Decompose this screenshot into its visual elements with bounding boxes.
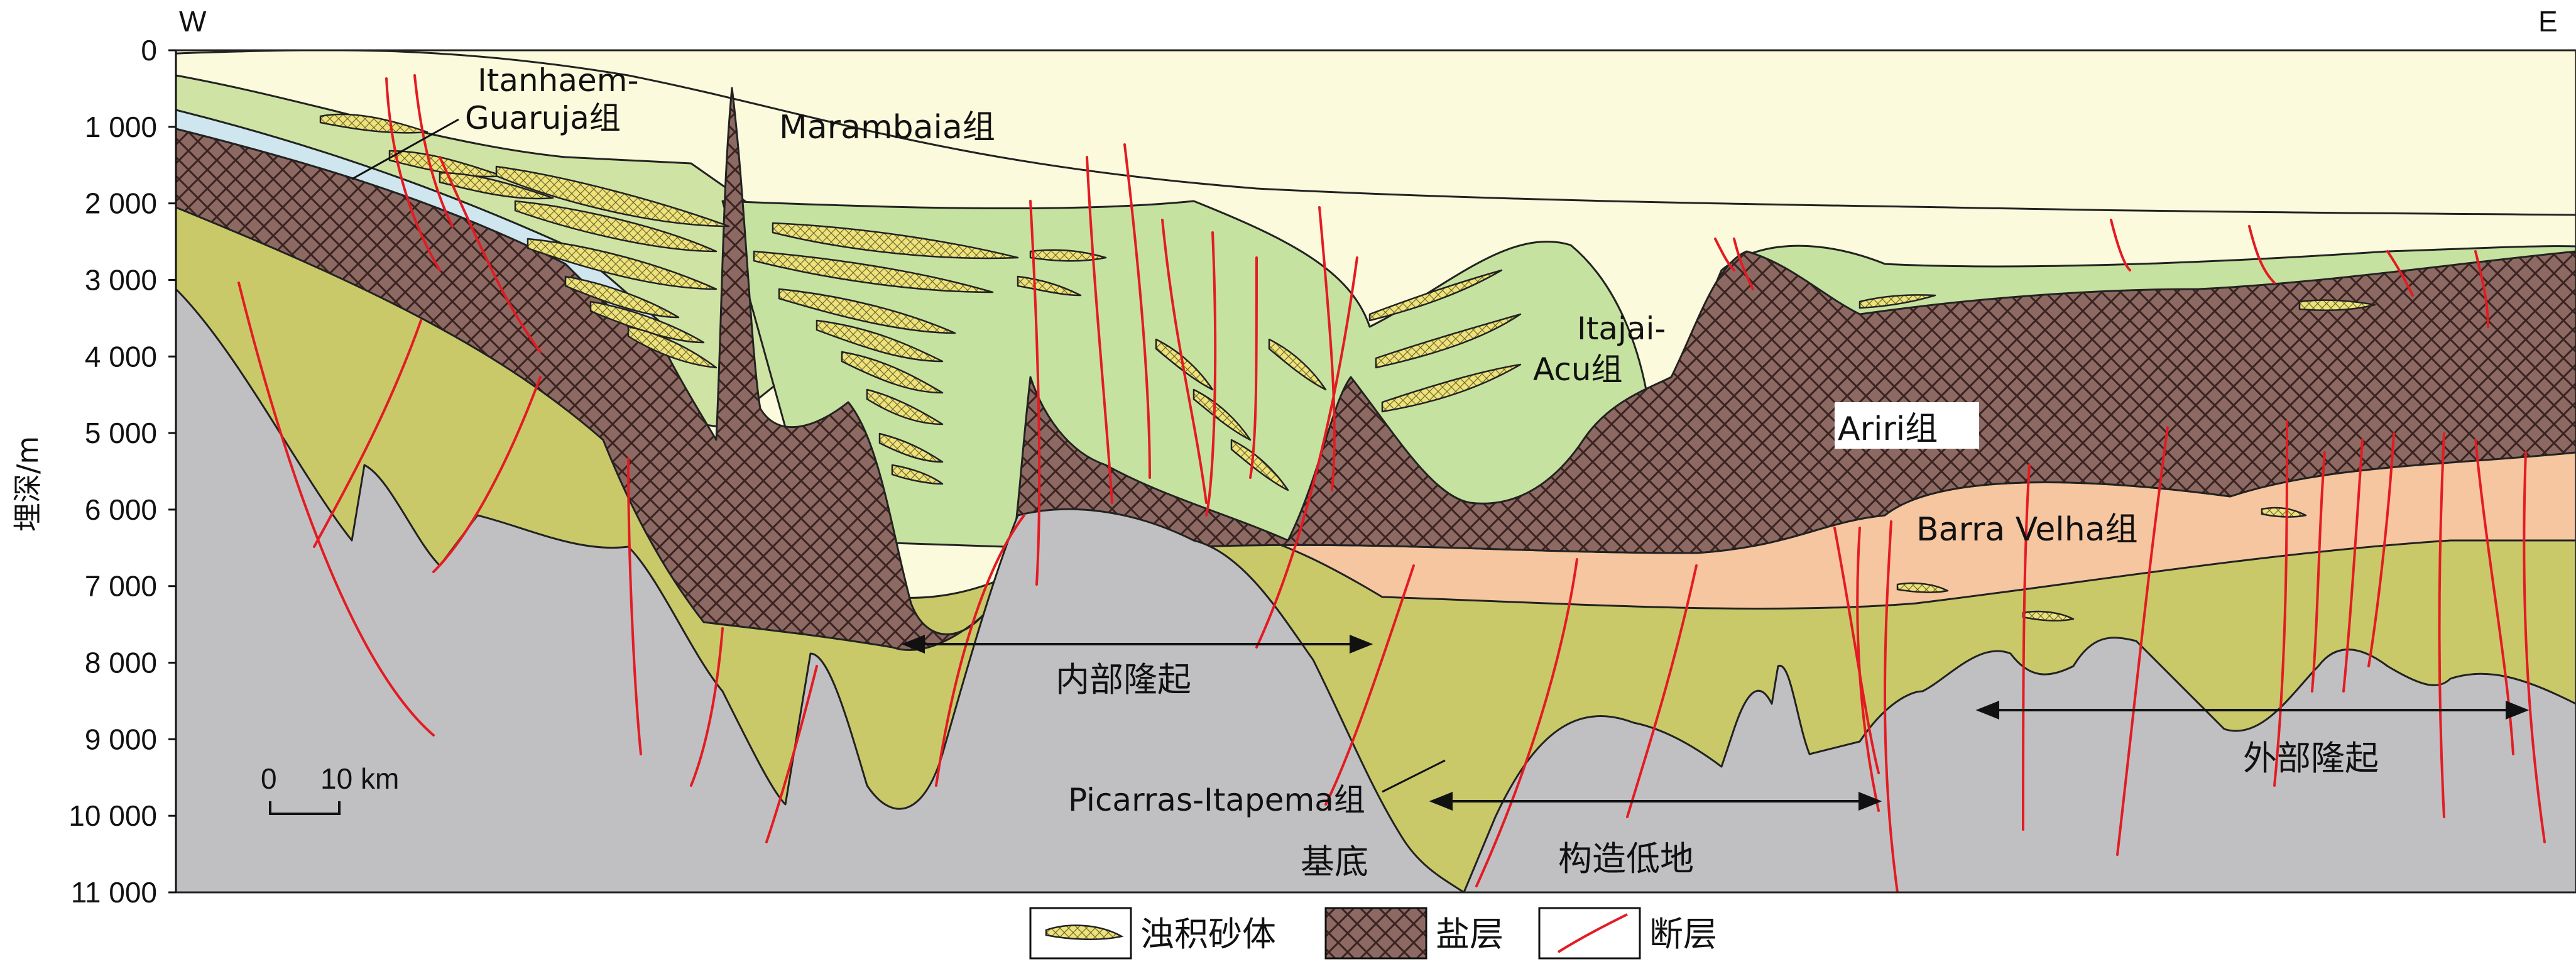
label-itanhaem-2: Guaruja组 <box>465 100 621 136</box>
y-tick-label: 0 <box>141 34 157 67</box>
salt-layer-icon <box>1324 907 1427 960</box>
label-marambaia: Marambaia组 <box>779 109 995 146</box>
west-label: W <box>179 5 207 38</box>
label-ariri: Ariri组 <box>1838 410 1938 448</box>
svg-text:10 km: 10 km <box>320 762 399 795</box>
faults <box>237 74 2546 892</box>
label-basement: 基底 <box>1301 842 1368 882</box>
y-tick-label: 8 000 <box>85 647 157 679</box>
label-structural-low: 构造低地 <box>1558 839 1694 879</box>
y-tick-marks <box>168 49 176 894</box>
label-itajai-1: Itajai- <box>1577 310 1666 347</box>
label-picarras: Picarras-Itapema组 <box>1068 782 1365 818</box>
label-inner-high: 内部隆起 <box>1056 660 1191 699</box>
label-itanhaem-1: Itanhaem- <box>478 62 639 99</box>
seafloor-line <box>176 50 2576 216</box>
ariri-label-bg <box>1835 402 1979 449</box>
basement <box>176 288 2576 892</box>
label-itajai-2: Acu组 <box>1533 351 1623 388</box>
itanhaem-leader <box>351 118 459 180</box>
legend-turbidite-label: 浊积砂体 <box>1140 914 1276 954</box>
y-tick-label: 10 000 <box>68 799 157 832</box>
y-tick-label: 11 000 <box>71 876 157 909</box>
picarras-leader <box>1382 759 1446 793</box>
section-body <box>176 50 2576 892</box>
label-barra-velha: Barra Velha组 <box>1916 511 2138 549</box>
y-axis-label: 埋深/m <box>11 436 45 532</box>
structure-arrows <box>901 635 2530 811</box>
label-outer-high: 外部隆起 <box>2243 738 2379 778</box>
y-axis: 0 1 000 2 000 3 000 4 000 5 000 6 000 7 000 8 00… <box>11 34 177 909</box>
y-tick-label: 4 000 <box>85 340 157 373</box>
y-tick-label: 3 000 <box>85 263 157 296</box>
y-tick-label: 5 000 <box>85 417 157 449</box>
legend: 浊积砂体 盐层 断层 <box>1029 907 1717 960</box>
svg-text:0: 0 <box>261 762 277 795</box>
y-tick-labels: 0 1 000 2 000 3 000 4 000 5 000 6 000 7 000 8 00… <box>68 34 157 909</box>
legend-salt-label: 盐层 <box>1436 914 1504 954</box>
legend-fault-label: 断层 <box>1649 914 1717 954</box>
y-tick-label: 7 000 <box>85 570 157 603</box>
y-tick-label: 2 000 <box>85 187 157 220</box>
y-tick-label: 9 000 <box>85 723 157 755</box>
east-label: E <box>2538 5 2558 38</box>
y-tick-label: 1 000 <box>85 111 157 143</box>
turbidite-lenses <box>319 113 2376 622</box>
scale-bar: 0 10 km <box>261 762 399 815</box>
y-tick-label: 6 000 <box>85 493 157 526</box>
